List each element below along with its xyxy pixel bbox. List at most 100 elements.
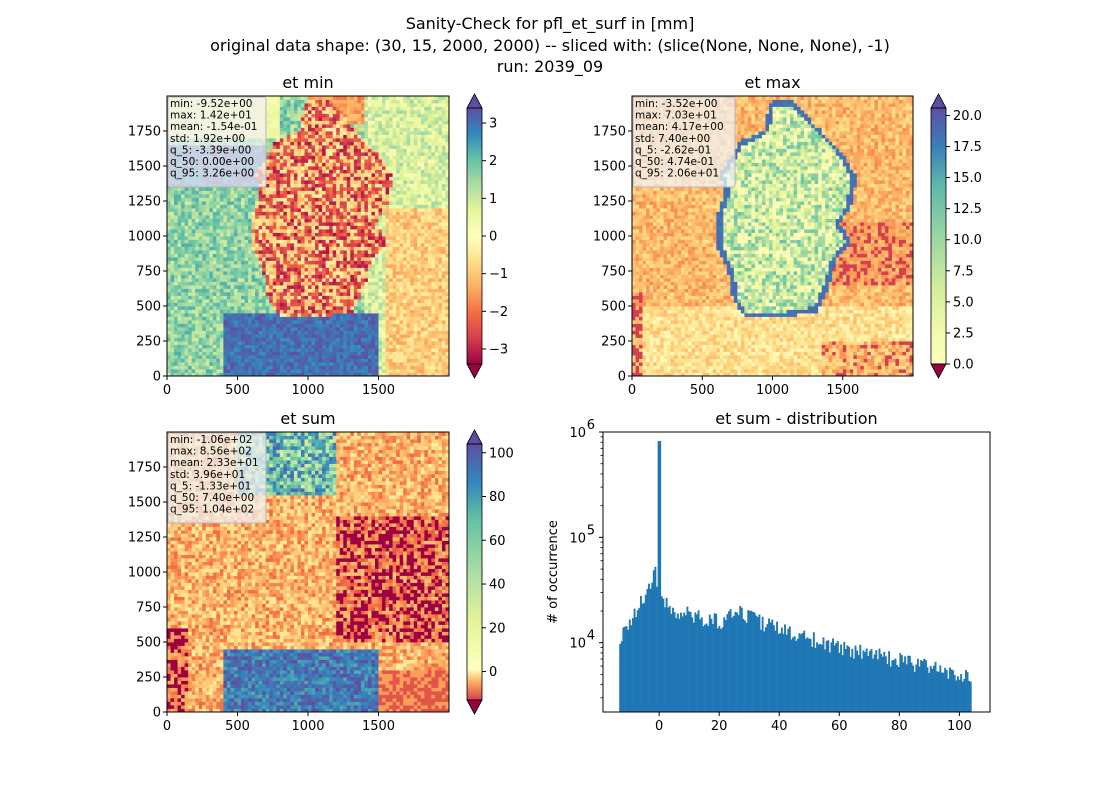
y-tick-label: 750 (136, 601, 161, 616)
y-tick-label: 10 (569, 426, 586, 441)
y-tick-label: 250 (136, 671, 161, 686)
colorbar-tick-label: 0.0 (953, 358, 974, 373)
x-tick-label: 1000 (291, 719, 324, 734)
stats-line: mean: 2.33e+01 (170, 457, 259, 469)
x-tick-label: 1500 (362, 719, 395, 734)
stats-line: q_50: 4.74e-01 (635, 156, 714, 168)
stats-line: q_95: 3.26e+00 (170, 168, 254, 180)
colorbar-tick-label: 15.0 (953, 171, 982, 186)
colorbar-tick-label: −1 (489, 267, 508, 282)
x-tick-label: 500 (225, 383, 250, 398)
y-tick-label: 1000 (128, 230, 161, 245)
colorbar-tick-label: 60 (489, 534, 506, 549)
colorbar-gradient (931, 108, 946, 364)
colorbar-tick-label: 100 (489, 446, 514, 461)
colorbar-tick-label: 10.0 (953, 233, 982, 248)
suptitle-line-2: original data shape: (30, 15, 2000, 2000… (210, 36, 890, 55)
stats-line: std: 3.96e+01 (170, 469, 245, 481)
colorbar: 0.02.55.07.510.012.515.017.520.0 (931, 94, 982, 378)
y-tick-label: 500 (136, 300, 161, 315)
stats-line: q_50: 7.40e+00 (170, 492, 254, 504)
colorbar: 0 20 40 60 80 100 (467, 430, 514, 714)
y-tick-label: 750 (136, 265, 161, 280)
colorbar: −3 −2 −1 0 1 2 3 (467, 94, 508, 378)
colorbar-gradient (467, 108, 482, 364)
y-tick-label: 1000 (593, 230, 626, 245)
colorbar-tick-label: 20.0 (953, 109, 982, 124)
y-tick-exponent: 6 (587, 418, 595, 433)
y-tick-label: 250 (136, 335, 161, 350)
x-tick-label: 1500 (362, 383, 395, 398)
suptitle-line-3: run: 2039_09 (497, 57, 603, 77)
stats-line: std: 7.40e+00 (635, 133, 710, 145)
colorbar-tick-label: −3 (489, 342, 508, 357)
axes-title: et sum (280, 409, 335, 428)
colorbar-tick-label: 80 (489, 490, 506, 505)
x-tick-label: 100 (947, 719, 972, 734)
stats-line: min: -1.06e+02 (170, 434, 252, 446)
colorbar-tick-label: 17.5 (953, 140, 982, 155)
x-tick-label: 0 (163, 383, 171, 398)
y-tick-label: 750 (601, 265, 626, 280)
x-tick-label: 1000 (291, 383, 324, 398)
colorbar-tick-label: 1 (489, 192, 497, 207)
colorbar-extend-min (931, 364, 946, 378)
histogram-bars (619, 441, 971, 712)
y-tick-label: 1000 (128, 566, 161, 581)
y-tick-label: 0 (153, 370, 161, 385)
stats-line: max: 1.42e+01 (170, 110, 252, 122)
axes-title: et max (744, 73, 800, 92)
y-tick-label: 1250 (593, 195, 626, 210)
suptitle-line-1: Sanity-Check for pfl_et_surf in [mm] (406, 14, 695, 34)
stats-line: mean: -1.54e-01 (170, 121, 257, 133)
y-tick-label: 1500 (593, 160, 626, 175)
y-axis-label: # of occurrence (546, 520, 561, 624)
stats-line: q_95: 2.06e+01 (635, 168, 719, 180)
axes-title: et min (282, 73, 333, 92)
stats-line: q_50: 0.00e+00 (170, 156, 254, 168)
x-tick-label: 40 (771, 719, 788, 734)
histogram-bar (970, 682, 972, 712)
y-tick-label: 250 (601, 335, 626, 350)
axes-title: et sum - distribution (715, 409, 877, 428)
colorbar-tick-label: 40 (489, 578, 506, 593)
y-tick-label: 1750 (128, 461, 161, 476)
x-tick-label: 0 (628, 383, 636, 398)
stats-line: q_95: 1.04e+02 (170, 504, 254, 516)
colorbar-extend-min (467, 700, 482, 714)
x-tick-label: 0 (655, 719, 663, 734)
x-tick-label: 500 (690, 383, 715, 398)
stats-line: q_5: -3.39e+00 (170, 144, 251, 156)
stats-line: mean: 4.17e+00 (635, 121, 724, 133)
x-tick-label: 1000 (756, 383, 789, 398)
colorbar-tick-label: 3 (489, 117, 497, 132)
y-tick-label: 1500 (128, 160, 161, 175)
colorbar-tick-label: 0 (489, 230, 497, 245)
x-tick-label: 20 (711, 719, 728, 734)
y-tick-label: 10 (569, 637, 586, 652)
y-tick-label: 10 (569, 531, 586, 546)
colorbar-tick-label: −2 (489, 305, 508, 320)
colorbar-extend-max (467, 430, 482, 444)
colorbar-tick-label: 20 (489, 621, 506, 636)
colorbar-tick-label: 7.5 (953, 264, 974, 279)
colorbar-tick-label: 5.0 (953, 295, 974, 310)
colorbar-tick-label: 0 (489, 665, 497, 680)
x-tick-label: 60 (831, 719, 848, 734)
colorbar-tick-label: 2 (489, 154, 497, 169)
y-tick-label: 500 (136, 636, 161, 651)
x-tick-label: 0 (163, 719, 171, 734)
y-tick-label: 0 (618, 370, 626, 385)
x-tick-label: 1500 (826, 383, 859, 398)
colorbar-extend-min (467, 364, 482, 378)
colorbar-extend-max (467, 94, 482, 108)
y-tick-label: 1250 (128, 531, 161, 546)
x-tick-label: 80 (891, 719, 908, 734)
